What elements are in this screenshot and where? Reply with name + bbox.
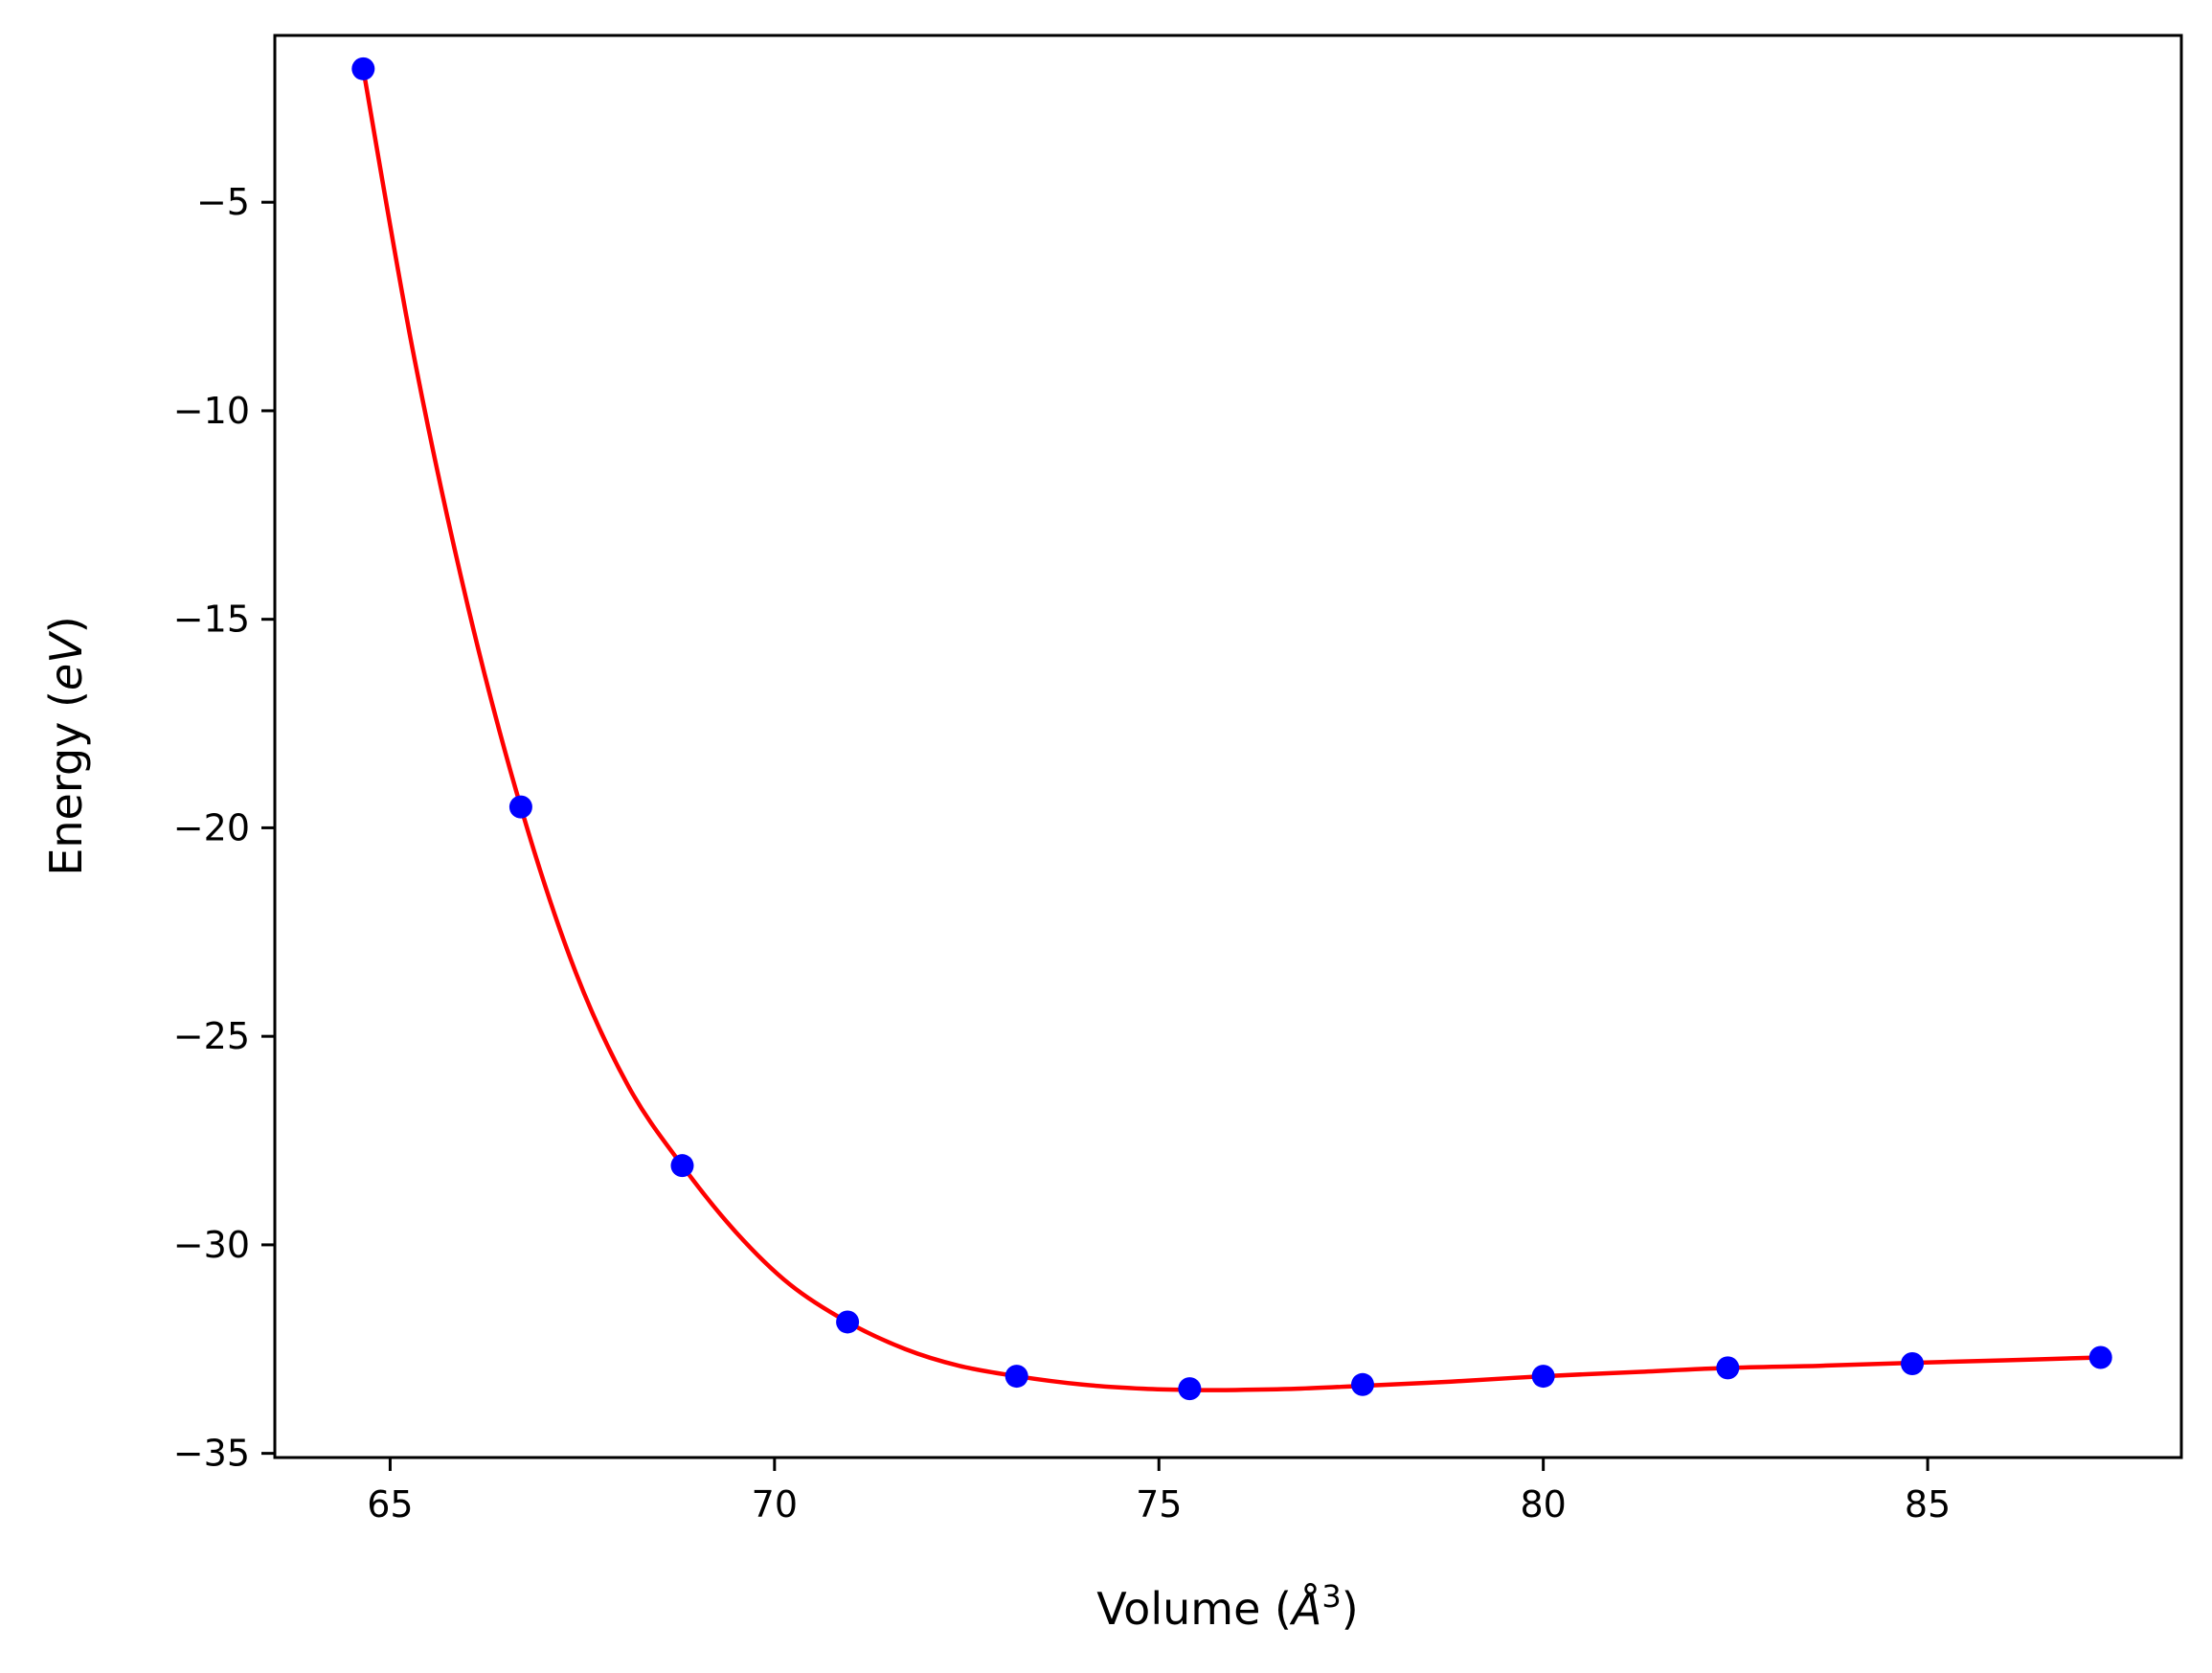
x-tick-label: 80	[1520, 1483, 1566, 1526]
y-tick-label: −30	[173, 1224, 250, 1266]
data-point	[1531, 1365, 1555, 1389]
plot-frame	[273, 34, 2183, 1459]
data-point	[1004, 1365, 1028, 1389]
x-axis-title-prefix: Volume (	[1096, 1583, 1292, 1635]
x-axis-title-superscript: 3	[1321, 1578, 1341, 1615]
x-axis-ticks: 65 70 75 80 85	[367, 1458, 1951, 1526]
data-point	[2088, 1345, 2112, 1369]
data-points-layer	[351, 57, 2112, 1401]
y-tick-label: −20	[173, 806, 250, 848]
data-point	[670, 1154, 694, 1178]
plot-area	[275, 35, 2181, 1458]
y-axis-title-prefix: Energy (	[40, 690, 92, 876]
x-tick-label: 65	[367, 1483, 413, 1526]
data-point	[1350, 1372, 1374, 1396]
x-tick-label: 85	[1905, 1483, 1951, 1526]
x-tick-label: 75	[1136, 1483, 1182, 1526]
data-point	[1178, 1377, 1202, 1401]
y-axis-title-symbol: eV	[40, 630, 92, 690]
y-axis-ticks: −35 −30 −25 −20 −15 −10 −5	[173, 181, 275, 1475]
x-axis-title: Volume (Å3)	[1096, 1578, 1358, 1635]
y-axis-title: Energy (eV)	[40, 616, 92, 875]
data-point	[1901, 1352, 1925, 1376]
y-tick-label: −15	[173, 599, 250, 641]
y-tick-label: −5	[196, 181, 250, 223]
data-point	[1716, 1356, 1740, 1380]
data-point	[836, 1310, 860, 1334]
x-axis-title-suffix: )	[1342, 1583, 1359, 1635]
data-point	[508, 795, 532, 819]
x-axis-title-symbol: Å	[1289, 1583, 1321, 1635]
y-axis-title-suffix: )	[40, 616, 92, 633]
x-tick-label: 70	[752, 1483, 798, 1526]
data-point	[351, 57, 375, 80]
y-tick-label: −25	[173, 1015, 250, 1057]
y-tick-label: −10	[173, 390, 250, 432]
y-tick-label: −35	[173, 1433, 250, 1475]
